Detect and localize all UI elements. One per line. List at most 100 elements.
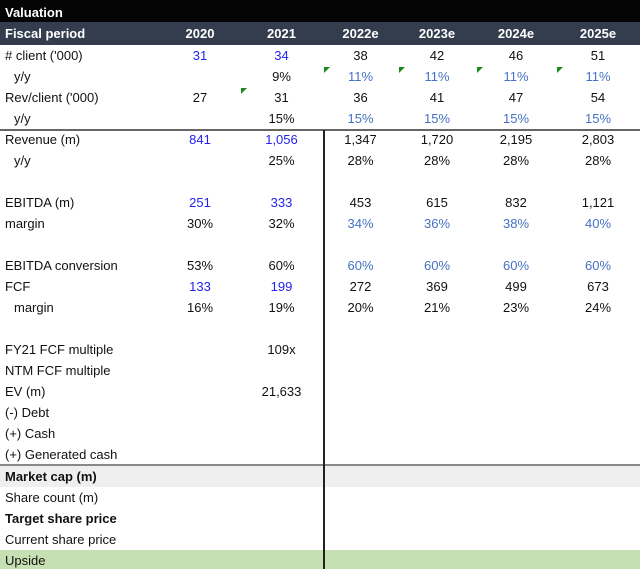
cell[interactable]: [556, 234, 640, 255]
cell[interactable]: 53%: [160, 255, 240, 276]
cell[interactable]: [398, 234, 476, 255]
cell[interactable]: 841: [160, 129, 240, 150]
cell[interactable]: 11%: [476, 66, 556, 87]
cell[interactable]: 15%: [556, 108, 640, 129]
cell[interactable]: [240, 171, 323, 192]
cell[interactable]: [476, 234, 556, 255]
cell[interactable]: [160, 108, 240, 129]
cell[interactable]: 11%: [556, 66, 640, 87]
cell[interactable]: 60%: [476, 255, 556, 276]
cell[interactable]: 30%: [160, 213, 240, 234]
cell[interactable]: 34: [240, 45, 323, 66]
cell[interactable]: [160, 381, 240, 402]
cell[interactable]: 199: [240, 276, 323, 297]
cell[interactable]: [398, 318, 476, 339]
cell[interactable]: 1,121: [556, 192, 640, 213]
cell[interactable]: 40%: [556, 213, 640, 234]
cell[interactable]: 23%: [476, 297, 556, 318]
cell[interactable]: 31: [160, 45, 240, 66]
cell[interactable]: [323, 318, 398, 339]
cell[interactable]: 21%: [398, 297, 476, 318]
cell[interactable]: 15%: [476, 108, 556, 129]
cell[interactable]: [160, 339, 240, 360]
cell[interactable]: 615: [398, 192, 476, 213]
cell[interactable]: 15%: [240, 108, 323, 129]
cell[interactable]: 36: [323, 87, 398, 108]
cell[interactable]: 1,347: [323, 129, 398, 150]
cell[interactable]: [323, 234, 398, 255]
cell-fy21[interactable]: 21,633: [261, 384, 302, 399]
cell[interactable]: [160, 402, 240, 423]
cell[interactable]: 2,195: [476, 129, 556, 150]
cell[interactable]: [160, 360, 240, 381]
cell-fy21[interactable]: [240, 466, 323, 487]
cell[interactable]: 2,803: [556, 129, 640, 150]
cell[interactable]: 133: [160, 276, 240, 297]
cell[interactable]: 499: [476, 276, 556, 297]
cell[interactable]: [476, 318, 556, 339]
cell[interactable]: 41: [398, 87, 476, 108]
cell[interactable]: 28%: [556, 150, 640, 171]
cell-fy21[interactable]: [240, 550, 323, 569]
cell[interactable]: 28%: [476, 150, 556, 171]
cell[interactable]: 11%: [323, 66, 398, 87]
cell[interactable]: 60%: [240, 255, 323, 276]
cell[interactable]: 42: [398, 45, 476, 66]
cell[interactable]: 46: [476, 45, 556, 66]
cell[interactable]: [160, 423, 240, 444]
cell[interactable]: 51: [556, 45, 640, 66]
cell[interactable]: 60%: [323, 255, 398, 276]
cell[interactable]: 20%: [323, 297, 398, 318]
cell[interactable]: 60%: [398, 255, 476, 276]
cell[interactable]: [160, 234, 240, 255]
cell[interactable]: 38%: [476, 213, 556, 234]
cell[interactable]: 36%: [398, 213, 476, 234]
cell[interactable]: 1,720: [398, 129, 476, 150]
cell[interactable]: [240, 234, 323, 255]
cell[interactable]: 11%: [398, 66, 476, 87]
cell[interactable]: [160, 318, 240, 339]
cell-fy21[interactable]: [240, 360, 323, 381]
cell[interactable]: 15%: [323, 108, 398, 129]
cell[interactable]: [556, 171, 640, 192]
cell[interactable]: [160, 444, 240, 465]
cell[interactable]: 251: [160, 192, 240, 213]
cell[interactable]: 16%: [160, 297, 240, 318]
cell[interactable]: [476, 171, 556, 192]
cell-fy21[interactable]: [240, 444, 323, 465]
cell[interactable]: 832: [476, 192, 556, 213]
cell[interactable]: [160, 150, 240, 171]
cell[interactable]: [160, 550, 240, 569]
cell[interactable]: [160, 529, 240, 550]
cell[interactable]: 32%: [240, 213, 323, 234]
cell[interactable]: [160, 171, 240, 192]
cell[interactable]: 333: [240, 192, 323, 213]
cell[interactable]: 38: [323, 45, 398, 66]
cell[interactable]: 369: [398, 276, 476, 297]
cell[interactable]: 27: [160, 87, 240, 108]
cell[interactable]: [398, 171, 476, 192]
cell-fy21[interactable]: [240, 402, 323, 423]
cell[interactable]: 25%: [240, 150, 323, 171]
cell[interactable]: 272: [323, 276, 398, 297]
cell[interactable]: 24%: [556, 297, 640, 318]
cell-fy21[interactable]: [240, 508, 323, 529]
cell[interactable]: 453: [323, 192, 398, 213]
cell[interactable]: 28%: [323, 150, 398, 171]
cell-fy21[interactable]: [240, 529, 323, 550]
cell[interactable]: 673: [556, 276, 640, 297]
cell[interactable]: 9%: [240, 66, 323, 87]
cell[interactable]: 60%: [556, 255, 640, 276]
cell[interactable]: 28%: [398, 150, 476, 171]
cell[interactable]: [323, 171, 398, 192]
cell[interactable]: [160, 508, 240, 529]
cell[interactable]: [160, 487, 240, 508]
cell-fy21[interactable]: [240, 423, 323, 444]
cell[interactable]: 54: [556, 87, 640, 108]
cell-fy21[interactable]: [240, 487, 323, 508]
cell[interactable]: 15%: [398, 108, 476, 129]
cell[interactable]: 31: [240, 87, 323, 108]
cell[interactable]: [160, 66, 240, 87]
cell[interactable]: [160, 466, 240, 487]
cell[interactable]: 47: [476, 87, 556, 108]
